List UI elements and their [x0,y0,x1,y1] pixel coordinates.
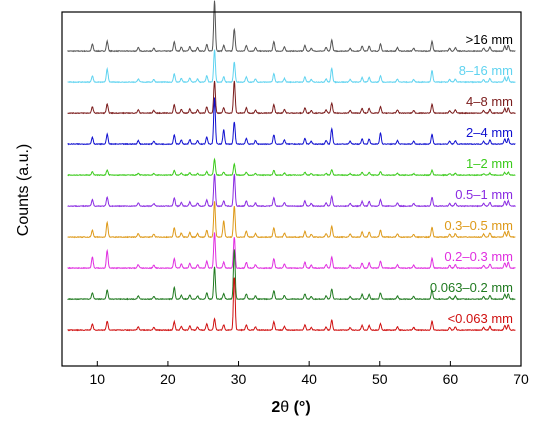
series-trace-7 [67,232,516,270]
traces [67,0,516,332]
series-trace-8 [67,249,516,301]
series-label-4: 1–2 mm [466,156,513,171]
series-label-9: <0.063 mm [448,311,513,326]
series-trace-5 [67,173,516,208]
series-label-3: 2–4 mm [466,125,513,140]
series-label-2: 4–8 mm [466,94,513,109]
series-label-5: 0.5–1 mm [455,187,513,202]
x-tick-label-60: 60 [443,371,459,387]
x-axis: 10 20 30 40 50 60 70 [90,361,529,387]
series-label-1: 8–16 mm [459,63,513,78]
series-label-8: 0.063–0.2 mm [430,280,513,295]
x-axis-title-suffix: (°) [289,399,311,416]
x-axis-title-prefix: 2 [271,399,280,416]
series-trace-4 [67,157,516,177]
x-axis-title: 2θ (°) [271,399,310,416]
series-trace-0 [67,0,516,53]
x-tick-label-30: 30 [231,371,247,387]
x-tick-label-40: 40 [301,371,317,387]
x-tick-label-20: 20 [160,371,176,387]
series-label-7: 0.2–0.3 mm [444,249,513,264]
x-tick-label-10: 10 [90,371,106,387]
series-trace-2 [67,80,516,115]
series-trace-1 [67,49,516,84]
x-axis-title-theta: θ [280,399,289,416]
series-label-6: 0.3–0.5 mm [444,218,513,233]
x-tick-label-70: 70 [513,371,529,387]
x-tick-label-50: 50 [372,371,388,387]
series-label-0: >16 mm [466,32,513,47]
y-axis-title: Counts (a.u.) [15,144,32,236]
series-trace-3 [67,97,516,146]
series-labels: >16 mm 8–16 mm 4–8 mm 2–4 mm 1–2 mm 0.5–1 mm 0… [430,32,513,326]
series-trace-6 [67,201,516,239]
plot-frame [61,11,522,367]
series-trace-9 [67,277,516,332]
